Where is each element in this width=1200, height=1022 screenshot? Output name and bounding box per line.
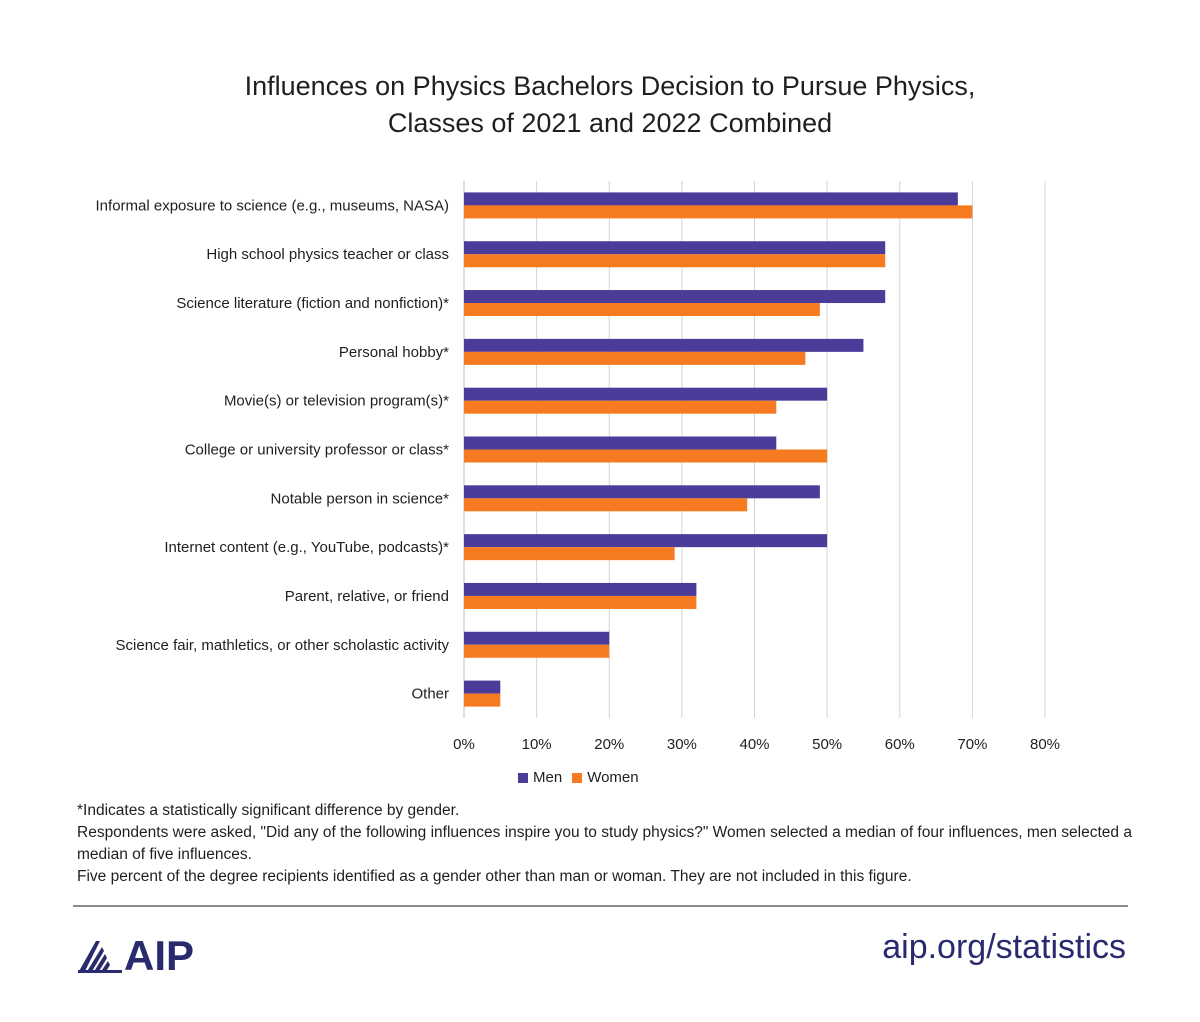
legend-label-women: Women	[587, 769, 639, 786]
bar-men	[464, 387, 828, 401]
footnote-excluded: Five percent of the degree recipients id…	[77, 868, 912, 885]
bar-women	[464, 205, 973, 219]
footnote-question: Respondents were asked, "Did any of the …	[77, 824, 1132, 863]
bar-men	[464, 241, 886, 255]
x-tick-label: 50%	[812, 736, 842, 753]
bar-women	[464, 254, 886, 268]
category-label: College or university professor or class…	[185, 442, 449, 459]
x-tick-label: 60%	[885, 736, 915, 753]
x-tick-label: 70%	[957, 736, 987, 753]
bar-chart: 0% 10% 20% 30% 40% 50% 60% 70% 80% Informal expos…	[96, 181, 1060, 753]
bar-women	[464, 547, 675, 561]
bar-men	[464, 338, 864, 352]
bar-men	[464, 534, 828, 548]
category-label: Notable person in science*	[271, 490, 450, 507]
legend-item-women: Women	[572, 769, 639, 786]
chart-title-line-2: Classes of 2021 and 2022 Combined	[387, 108, 833, 138]
category-label: Movie(s) or television program(s)*	[224, 393, 449, 410]
legend-label-men: Men	[533, 769, 563, 786]
bar-men	[464, 485, 820, 499]
bar-women	[464, 351, 806, 365]
category-label: Internet content (e.g., YouTube, podcast…	[164, 539, 449, 556]
bar-women	[464, 595, 697, 609]
bar-men	[464, 631, 610, 645]
footer-divider	[73, 905, 1128, 907]
legend-swatch-men	[518, 772, 528, 783]
aip-logo-text: AIP	[124, 932, 195, 979]
bar-men	[464, 290, 886, 304]
x-tick-label: 0%	[453, 736, 475, 753]
category-label: Science literature (fiction and nonficti…	[176, 295, 449, 312]
category-label: Other	[411, 686, 449, 703]
bar-women	[464, 498, 748, 512]
category-label: Parent, relative, or friend	[285, 588, 449, 605]
category-label: Science fair, mathletics, or other schol…	[116, 637, 450, 654]
aip-logo-icon	[78, 941, 122, 973]
bar-women	[464, 449, 828, 463]
bar-men	[464, 680, 501, 694]
bar-women	[464, 400, 777, 414]
x-tick-label: 10%	[522, 736, 552, 753]
x-tick-label: 20%	[594, 736, 624, 753]
x-tick-label: 40%	[739, 736, 769, 753]
category-label: Personal hobby*	[339, 344, 449, 361]
bar-women	[464, 303, 820, 317]
x-tick-label: 80%	[1030, 736, 1060, 753]
category-label: High school physics teacher or class	[206, 246, 449, 263]
legend-swatch-women	[572, 772, 583, 783]
footnote-significance: *Indicates a statistically significant d…	[77, 802, 460, 819]
bar-men	[464, 582, 697, 596]
footnotes: *Indicates a statistically significant d…	[77, 800, 1137, 888]
x-tick-label: 30%	[667, 736, 697, 753]
legend-item-men: Men	[518, 769, 562, 786]
bar-women	[464, 693, 501, 707]
bar-men	[464, 436, 777, 450]
site-url: aip.org/statistics	[882, 928, 1126, 966]
bar-women	[464, 644, 610, 658]
chart-title-line-1: Influences on Physics Bachelors Decision…	[244, 71, 976, 101]
legend: Men Women	[518, 769, 649, 786]
bar-men	[464, 192, 958, 206]
category-label: Informal exposure to science (e.g., muse…	[96, 197, 449, 214]
chart-title: Influences on Physics Bachelors Decision…	[0, 68, 1200, 142]
aip-logo: AIP	[76, 932, 194, 980]
